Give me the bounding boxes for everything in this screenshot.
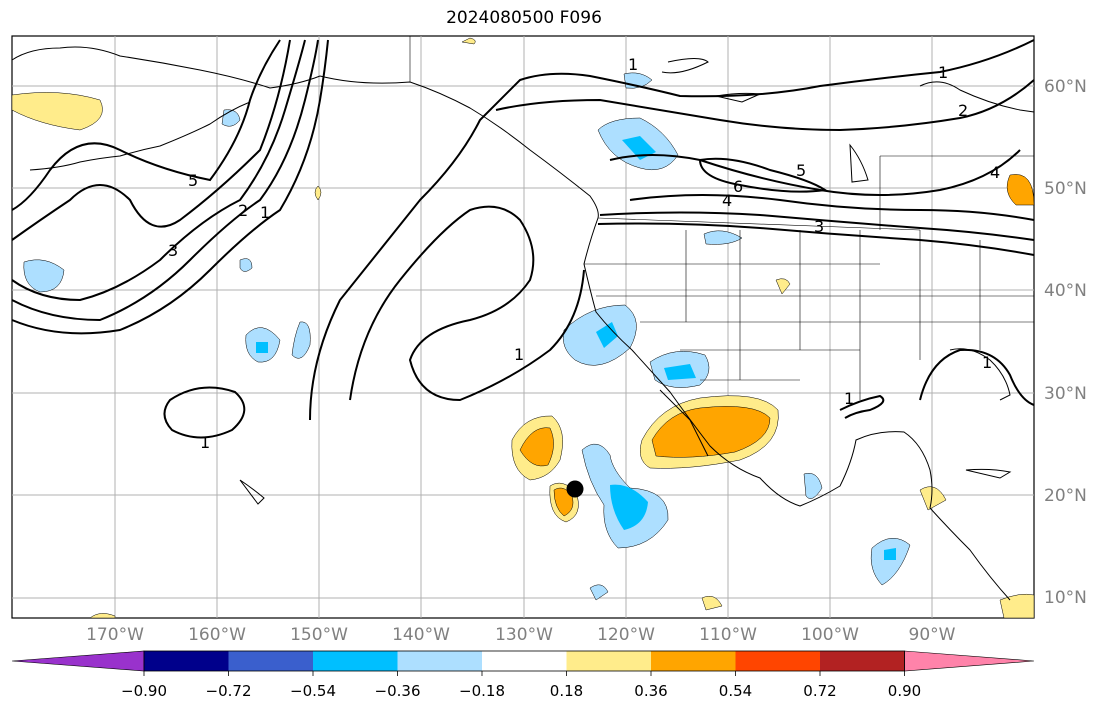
colorbar-segment [820,651,905,671]
colorbar-segment [313,651,398,671]
contour-label: 1 [938,63,948,82]
state-borders [409,36,1034,400]
colorbar-segment [228,651,313,671]
lat-label: 60°N [1044,77,1087,97]
lon-label: 150°W [290,625,348,645]
colorbar-extend-low [11,650,145,672]
colorbar-tick-label: 0.18 [549,682,584,700]
contour-lines [11,39,1035,439]
map-title: 2024080500 F096 [446,8,602,28]
contour-label: 1 [260,203,270,222]
contour-label: 1 [514,345,524,364]
lon-label: 120°W [597,625,655,645]
contour-label: 4 [990,163,1000,182]
lat-label: 20°N [1044,486,1087,506]
colorbar-tick-label: 0.90 [887,682,922,700]
colorbar-tick-label: −0.72 [205,682,252,700]
colorbar-tick-label: −0.18 [459,682,505,700]
lat-label: 30°N [1044,384,1087,404]
map-frame [11,35,1035,619]
contour-label: 1 [628,55,638,74]
lon-label: 140°W [392,625,450,645]
contour-label: 3 [814,217,824,236]
colorbar-segment [651,651,736,671]
colorbar-tick-label: 0.72 [803,682,837,700]
colorbar-segment [735,651,820,671]
contour-label: 2 [958,101,968,120]
contour-label: 4 [722,191,732,210]
lat-label: 50°N [1044,179,1087,199]
anomaly-shading [11,37,1035,619]
contour-label: 6 [733,177,743,196]
colorbar-tick-label: 0.54 [718,682,753,700]
storm-center-dot [566,480,584,498]
colorbar-segment [144,651,229,671]
contour-labels: 5 2 1 3 1 1 6 5 4 3 2 4 1 1 1 1 [168,55,1000,452]
lon-label: 130°W [495,625,553,645]
lat-label: 40°N [1044,281,1087,301]
lon-label: 90°W [908,625,956,645]
contour-label: 5 [796,161,806,180]
colorbar-segment [566,651,651,671]
lon-label: 100°W [801,625,859,645]
colorbar-extend-high [904,650,1035,672]
lon-label: 110°W [699,625,757,645]
contour-label: 1 [844,389,854,408]
contour-label: 1 [982,353,992,372]
lon-label: 160°W [188,625,246,645]
contour-label: 1 [200,433,210,452]
contour-label: 5 [188,171,198,190]
contour-label: 2 [238,201,248,220]
colorbar-segment [397,651,482,671]
colorbar-tick-label: −0.54 [290,682,336,700]
colorbar-tick-label: −0.90 [121,682,167,700]
colorbar-segment [482,651,567,671]
lat-label: 10°N [1044,588,1087,608]
lon-label: 170°W [86,625,144,645]
colorbar-tick-label: −0.36 [374,682,421,700]
contour-label: 3 [168,241,178,260]
colorbar-tick-label: 0.36 [634,682,668,700]
